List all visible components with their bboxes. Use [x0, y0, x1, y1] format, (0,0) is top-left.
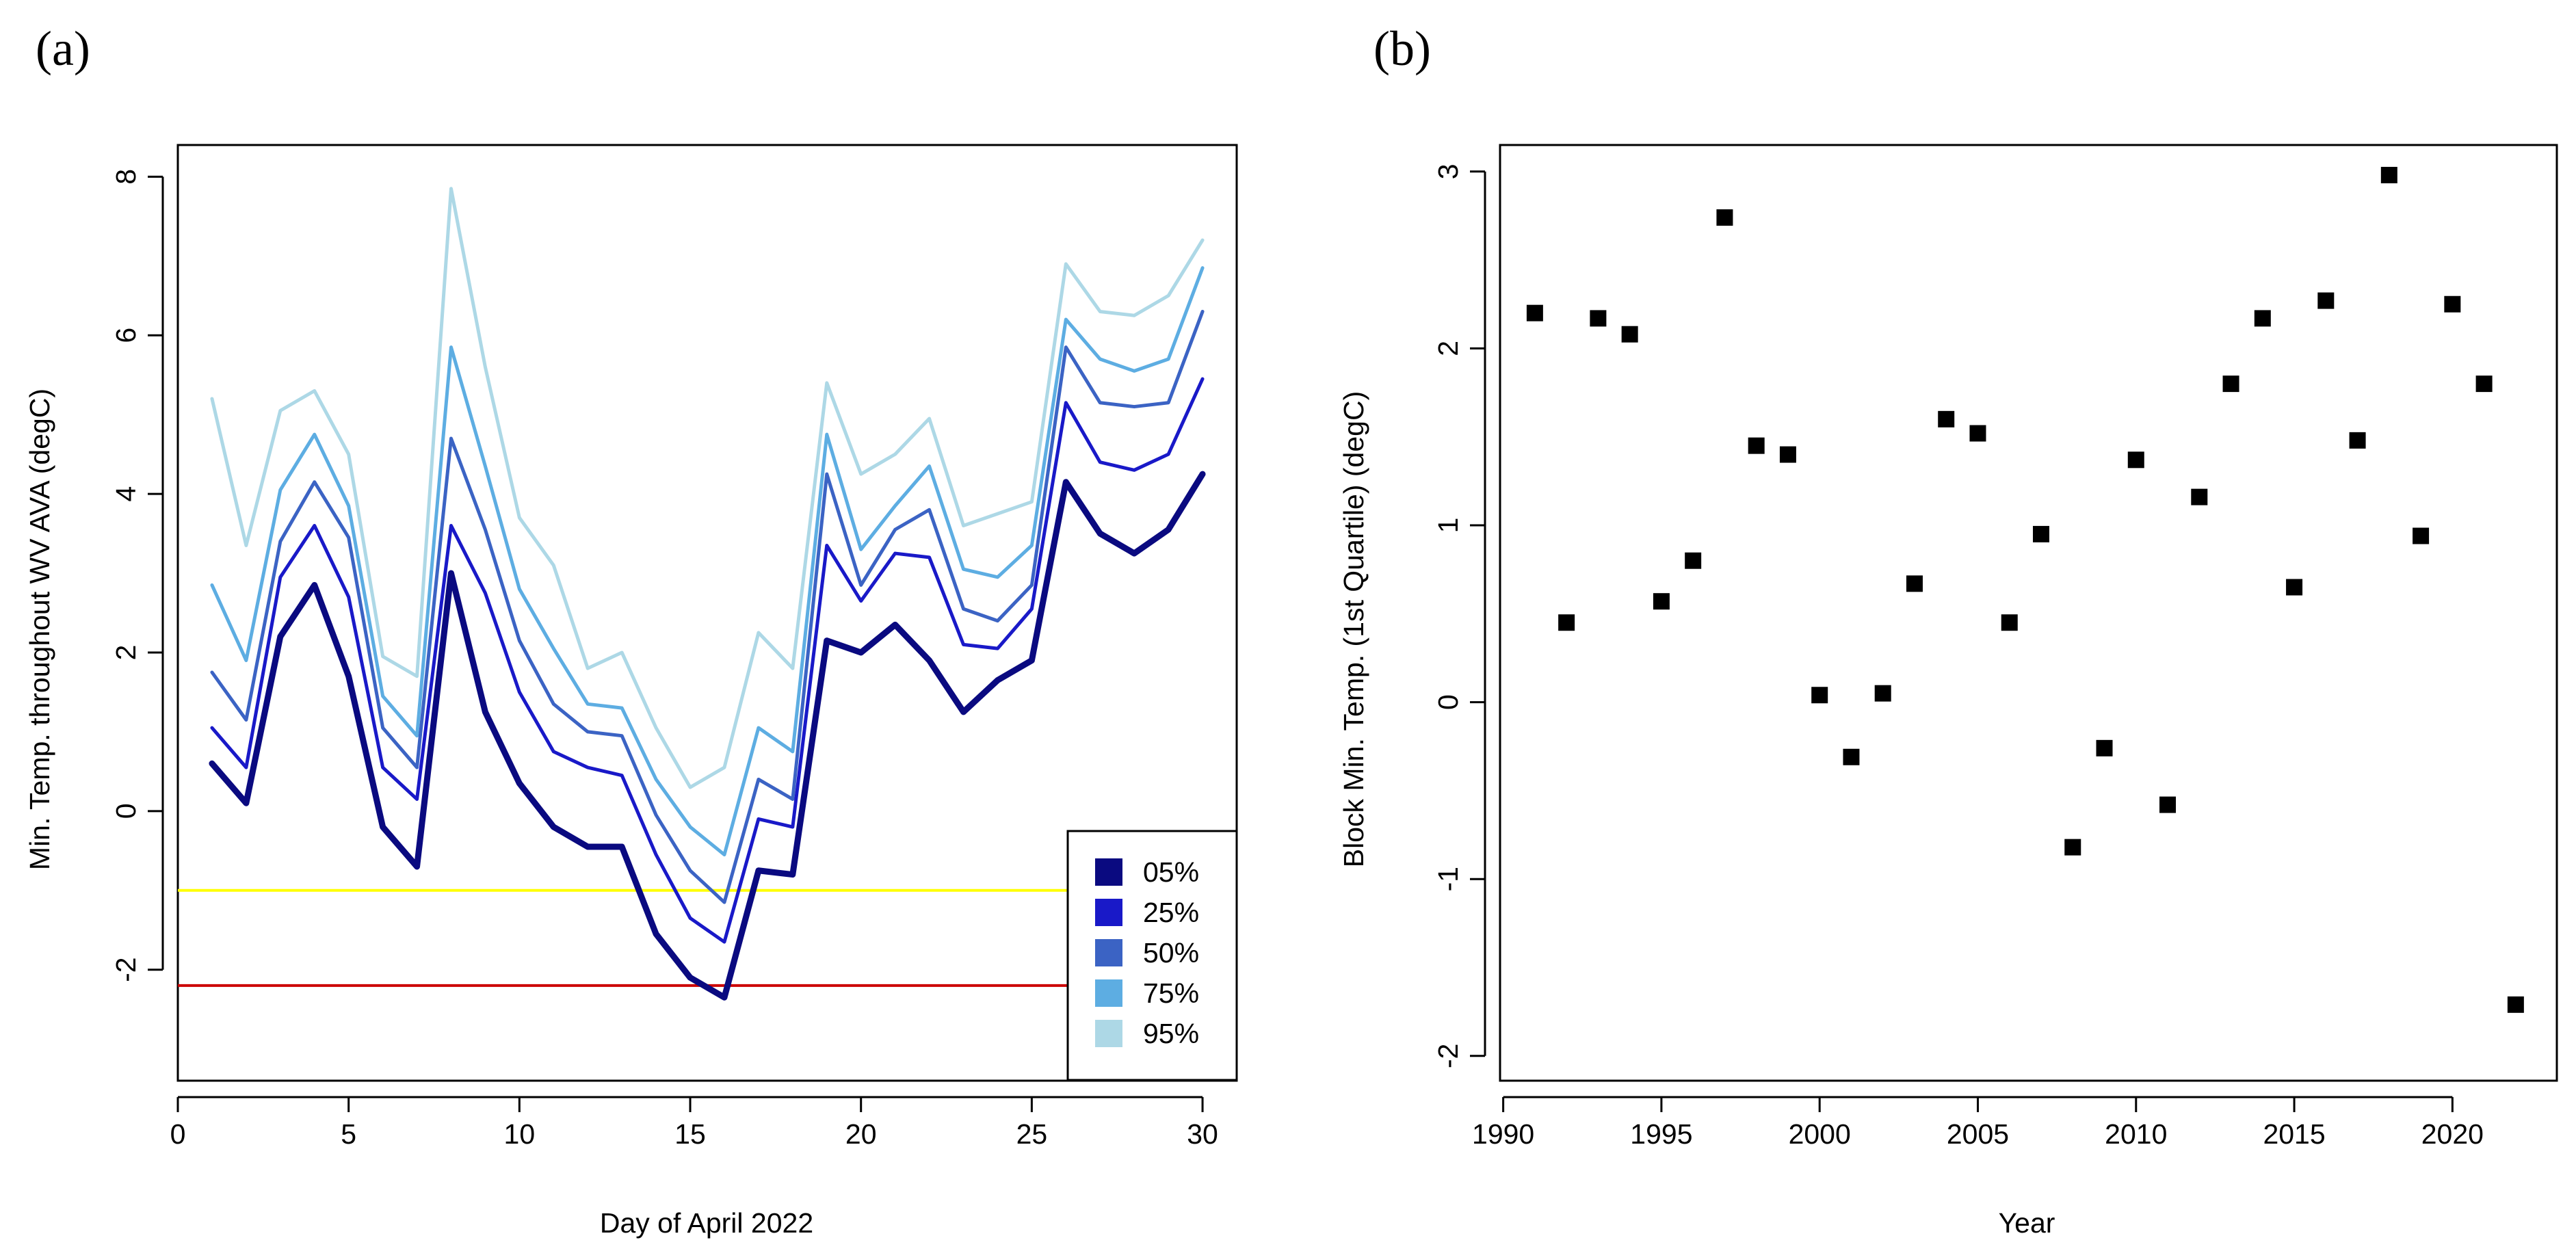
x-tick-label: 2015 [2263, 1118, 2325, 1150]
data-point [2001, 614, 2018, 631]
panel-a-plot-area: 0 5 10 15 20 25 30 -2 0 2 4 6 8 05% 25% 50% 75% 95% [110, 144, 1238, 1150]
data-point [1526, 304, 1543, 321]
data-point [2254, 310, 2271, 327]
data-point [2033, 525, 2050, 542]
legend: 05% 25% 50% 75% 95% [1066, 830, 1238, 1081]
legend-swatch [1095, 939, 1122, 966]
data-point [1558, 614, 1575, 631]
x-tick-label: 10 [504, 1118, 536, 1150]
plot-frame [176, 144, 1238, 1082]
y-tick-label: 0 [110, 803, 142, 819]
data-point [1938, 410, 1955, 427]
x-tick-label: 1995 [1630, 1118, 1692, 1150]
data-point [2317, 292, 2335, 309]
data-point [2475, 376, 2493, 393]
legend-label: 50% [1143, 937, 1199, 969]
panel-b-plot-area: 1990 1995 2000 2005 2010 2015 2020 -2 -1 0 1 2 3 [1432, 144, 2558, 1150]
y-tick-label: 4 [110, 486, 142, 502]
y-tick-label: 1 [1432, 518, 1464, 534]
panel-b-label: (b) [1374, 21, 1431, 76]
legend-label: 75% [1143, 977, 1199, 1009]
data-point [1779, 446, 1796, 463]
series-line-25pct [210, 377, 1205, 944]
series-line-05pct [209, 471, 1206, 1001]
data-point [2286, 579, 2303, 596]
x-tick-label: 20 [845, 1118, 877, 1150]
y-tick-label: 2 [110, 645, 142, 661]
y-tick-label: -2 [110, 957, 142, 982]
data-point [2444, 295, 2461, 313]
data-point [2159, 796, 2177, 813]
x-tick-label: 2010 [2105, 1118, 2167, 1150]
data-point [1716, 209, 1733, 226]
panel-a-y-axis-title: Min. Temp. throughout WV AVA (degC) [24, 389, 55, 870]
x-tick-label: 5 [341, 1118, 356, 1150]
panel-b-y-axis-title: Block Min. Temp. (1st Quartile) (degC) [1338, 391, 1369, 867]
panel-a-line-chart: (a) 0 5 10 15 20 25 30 -2 0 2 4 6 8 05% 25% 50% 75% 95% D… [24, 21, 1238, 1239]
panel-a-label: (a) [36, 21, 90, 76]
y-tick-label: 2 [1432, 341, 1464, 356]
plot-frame [1499, 144, 2558, 1082]
data-point [1653, 593, 1670, 610]
x-tick-label: 25 [1016, 1118, 1048, 1150]
data-point [2507, 996, 2524, 1013]
y-tick-label: 8 [110, 169, 142, 185]
series-line-75pct [210, 266, 1205, 857]
data-point [1906, 575, 1923, 592]
x-tick-label: 1990 [1472, 1118, 1534, 1150]
data-point [1969, 425, 1986, 442]
legend-label: 25% [1143, 897, 1199, 928]
data-point [2380, 166, 2397, 183]
legend-label: 05% [1143, 856, 1199, 888]
series-line-95pct [210, 187, 1205, 789]
data-point [1843, 748, 1860, 765]
series-line-50pct [210, 309, 1205, 904]
panel-b-x-axis-title: Year [1999, 1207, 2055, 1239]
x-tick-label: 2000 [1789, 1118, 1851, 1150]
data-point [2127, 451, 2144, 469]
y-tick-label: -2 [1432, 1044, 1464, 1068]
x-tick-label: 2005 [1947, 1118, 2009, 1150]
x-tick-label: 30 [1187, 1118, 1218, 1150]
data-point [2222, 376, 2239, 393]
data-point [1811, 687, 1828, 704]
legend-label: 95% [1143, 1018, 1199, 1049]
legend-swatch [1095, 979, 1122, 1007]
legend-swatch [1095, 1020, 1122, 1047]
x-tick-label: 0 [170, 1118, 186, 1150]
panel-a-x-axis-title: Day of April 2022 [600, 1207, 813, 1239]
legend-swatch [1095, 899, 1122, 926]
data-point [1685, 552, 1702, 569]
data-point [2096, 739, 2113, 756]
y-tick-label: 0 [1432, 694, 1464, 710]
legend-swatch [1095, 858, 1122, 886]
data-point [1748, 437, 1765, 454]
data-point [2349, 432, 2366, 449]
y-tick-label: 3 [1432, 163, 1464, 179]
y-tick-label: 6 [110, 328, 142, 343]
x-tick-label: 2020 [2421, 1118, 2484, 1150]
data-point [1590, 310, 1607, 327]
panel-b-scatter-chart: (b) 1990 1995 2000 2005 2010 2015 2020 -2 -1 0 1 2 3… [1338, 21, 2558, 1239]
data-point [1874, 685, 1891, 702]
x-tick-label: 15 [674, 1118, 706, 1150]
data-point [2064, 839, 2081, 856]
data-point [2191, 488, 2208, 505]
y-tick-label: -1 [1432, 867, 1464, 891]
data-point [1621, 326, 1638, 343]
data-point [2413, 527, 2430, 544]
